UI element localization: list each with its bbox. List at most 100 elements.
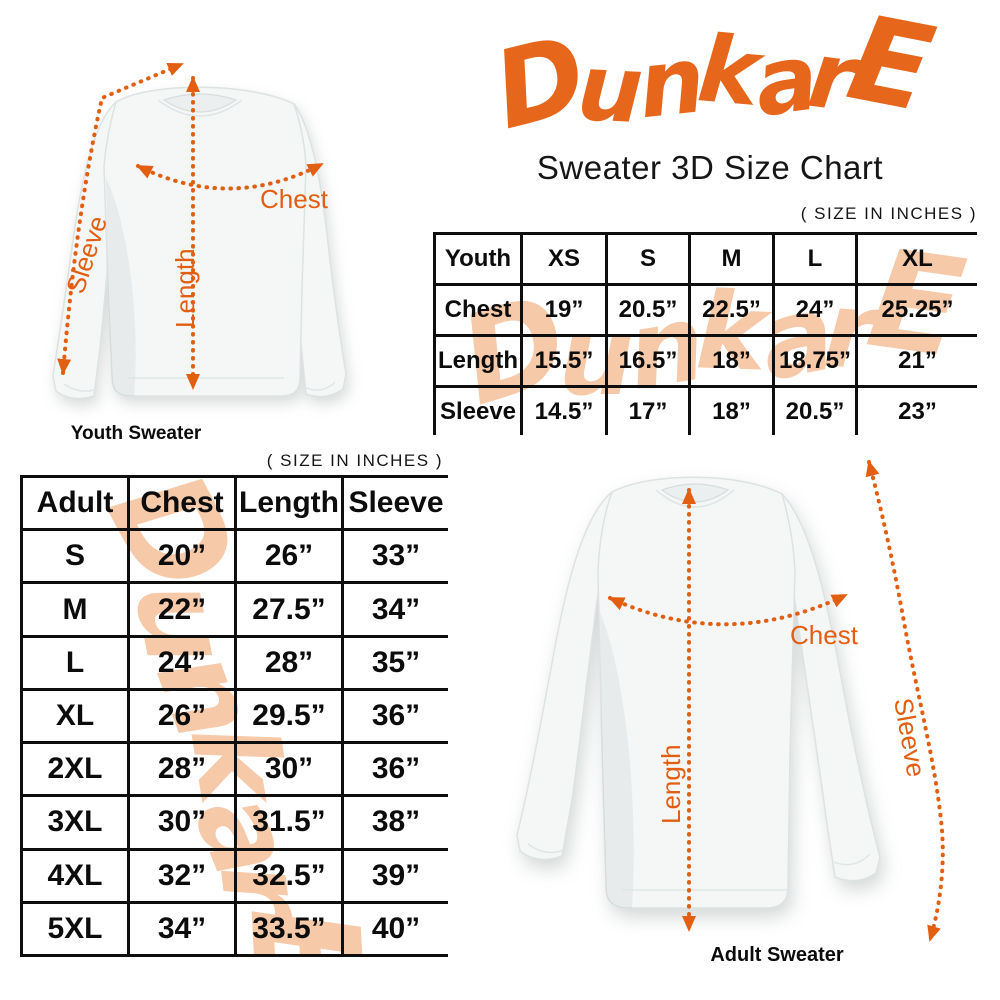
table-cell: 30” <box>127 794 237 851</box>
table-cell: 27.5” <box>234 581 344 638</box>
table-cell: 19” <box>520 283 608 337</box>
table-header-cell: S <box>605 232 691 286</box>
table-header-cell: Sleeve <box>341 475 448 532</box>
table-cell: 36” <box>341 687 448 745</box>
page-title: Sweater 3D Size Chart <box>536 149 884 186</box>
table-row-label: S <box>20 528 130 585</box>
table-cell: 14.5” <box>520 385 608 435</box>
size-in-inches-note-youth: ( SIZE IN INCHES ) <box>800 204 977 223</box>
table-row-label: M <box>20 581 130 638</box>
table-row: L 24” 28” 35” <box>20 634 448 691</box>
table-cell: 28” <box>234 634 344 691</box>
youth-length-label: Length <box>170 248 200 328</box>
table-cell: 17” <box>605 385 691 435</box>
table-cell: 18.75” <box>772 334 858 388</box>
table-cell: 38” <box>341 794 448 851</box>
adult-sleeve-label: Sleeve <box>888 696 931 780</box>
table-cell: 33.5” <box>234 900 344 957</box>
table-cell: 18” <box>688 334 775 388</box>
table-row-label: 4XL <box>20 847 130 904</box>
table-cell: 21” <box>855 334 977 388</box>
table-cell: 32.5” <box>234 847 344 904</box>
table-row-label: 3XL <box>20 794 130 851</box>
table-row: Chest 19” 20.5” 22.5” 24” 25.25” <box>433 283 977 337</box>
table-cell: 36” <box>341 741 448 798</box>
youth-size-table-wrap: DunkarE Youth XS S M L XL Chest 19” 20.5” 22.5” 24… <box>433 232 977 435</box>
table-row-label: Chest <box>433 283 523 337</box>
youth-sweater-caption: Youth Sweater <box>70 423 202 444</box>
table-cell: 16.5” <box>605 334 691 388</box>
adult-size-table: Adult Chest Length Sleeve S 20” 26” 33” M 22” 27.5… <box>20 475 448 957</box>
table-row: Sleeve 14.5” 17” 18” 20.5” 23” <box>433 385 977 435</box>
table-row-label: Length <box>433 334 523 388</box>
table-cell: 24” <box>127 634 237 691</box>
table-cell: 20” <box>127 528 237 585</box>
table-cell: 23” <box>855 385 977 435</box>
adult-length-label: Length <box>656 744 686 824</box>
size-in-inches-note-adult: ( SIZE IN INCHES ) <box>266 451 443 470</box>
table-header-cell: Adult <box>20 475 130 532</box>
youth-chest-measure-line <box>136 162 324 191</box>
table-cell: 31.5” <box>234 794 344 851</box>
table-row: 4XL 32” 32.5” 39” <box>20 847 448 904</box>
table-header-cell: Length <box>234 475 344 532</box>
table-header-cell: Youth <box>433 232 523 286</box>
table-row: 3XL 30” 31.5” 38” <box>20 794 448 851</box>
table-row: Adult Chest Length Sleeve <box>20 475 448 532</box>
table-cell: 35” <box>341 634 448 691</box>
table-cell: 25.25” <box>855 283 977 337</box>
table-cell: 39” <box>341 847 448 904</box>
adult-sweater-illustration <box>516 476 881 909</box>
table-row: S 20” 26” 33” <box>20 528 448 585</box>
table-cell: 32” <box>127 847 237 904</box>
table-row: Length 15.5” 16.5” 18” 18.75” 21” <box>433 334 977 388</box>
table-cell: 22” <box>127 581 237 638</box>
youth-sweater-diagram: Chest Length Sleeve <box>52 62 347 400</box>
table-header-cell: M <box>688 232 775 286</box>
table-cell: 34” <box>127 900 237 957</box>
table-row: XL 26” 29.5” 36” <box>20 687 448 745</box>
table-row-label: XL <box>20 687 130 745</box>
table-cell: 28” <box>127 741 237 798</box>
table-cell: 34” <box>341 581 448 638</box>
table-row-label: 5XL <box>20 900 130 957</box>
table-header-cell: XS <box>520 232 608 286</box>
table-row: M 22” 27.5” 34” <box>20 581 448 638</box>
table-cell: 33” <box>341 528 448 585</box>
adult-sweater-caption: Adult Sweater <box>710 944 844 966</box>
adult-sweater-diagram: Chest Length Sleeve <box>516 460 945 942</box>
table-row-label: 2XL <box>20 741 130 798</box>
table-cell: 26” <box>127 687 237 745</box>
table-header-cell: XL <box>855 232 977 286</box>
table-cell: 20.5” <box>605 283 691 337</box>
table-cell: 24” <box>772 283 858 337</box>
logo-letter: E <box>838 0 939 138</box>
table-cell: 22.5” <box>688 283 775 337</box>
adult-size-table-wrap: DunkarE Adult Chest Length Sleeve S 20” 26” 33”… <box>20 475 448 957</box>
table-row: Youth XS S M L XL <box>433 232 977 286</box>
table-row: 2XL 28” 30” 36” <box>20 741 448 798</box>
logo-letter: u <box>574 34 641 145</box>
table-cell: 26” <box>234 528 344 585</box>
table-cell: 15.5” <box>520 334 608 388</box>
adult-chest-label: Chest <box>790 620 859 650</box>
table-cell: 29.5” <box>234 687 344 745</box>
table-row-label: L <box>20 634 130 691</box>
youth-sleeve-measure-line <box>57 62 184 375</box>
youth-size-table: Youth XS S M L XL Chest 19” 20.5” 22.5” 24” 25.25” L… <box>433 232 977 435</box>
youth-chest-label: Chest <box>260 184 329 214</box>
table-header-cell: L <box>772 232 858 286</box>
table-header-cell: Chest <box>127 475 237 532</box>
table-row: 5XL 34” 33.5” 40” <box>20 900 448 957</box>
adult-measurement-lines: Chest Length Sleeve <box>608 460 945 942</box>
table-cell: 30” <box>234 741 344 798</box>
table-row-label: Sleeve <box>433 385 523 435</box>
adult-chest-measure-line <box>608 593 848 627</box>
table-cell: 18” <box>688 385 775 435</box>
adult-sleeve-measure-line <box>865 460 945 942</box>
table-cell: 40” <box>341 900 448 957</box>
table-cell: 20.5” <box>772 385 858 435</box>
